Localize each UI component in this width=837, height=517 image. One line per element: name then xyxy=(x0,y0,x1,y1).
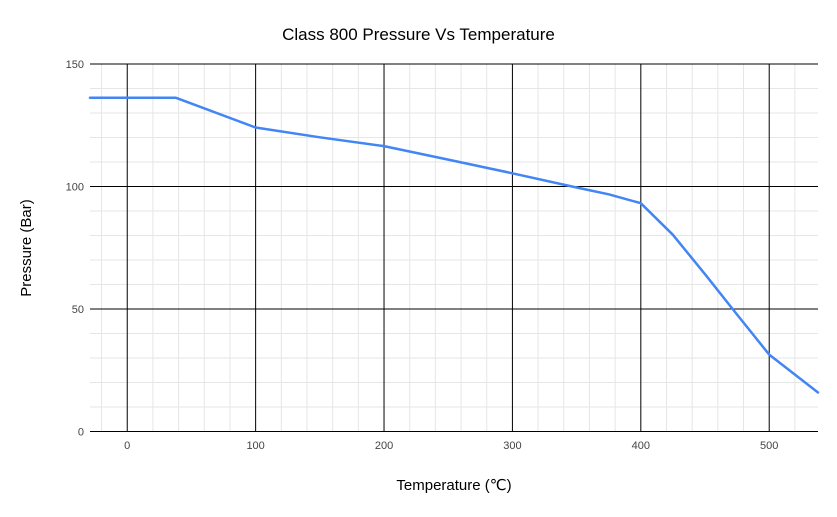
y-tick-label: 100 xyxy=(66,182,84,194)
x-tick-label: 100 xyxy=(246,440,264,452)
x-tick-label: 200 xyxy=(375,440,393,452)
y-tick-label: 0 xyxy=(78,427,84,439)
y-tick-label: 50 xyxy=(72,304,84,316)
x-tick-label: 300 xyxy=(503,440,521,452)
pressure-temperature-series-line xyxy=(88,96,820,394)
x-tick-label: 400 xyxy=(632,440,650,452)
y-axis-title: Pressure (Bar) xyxy=(18,199,35,297)
x-tick-label: 0 xyxy=(124,440,130,452)
x-tick-label: 500 xyxy=(760,440,778,452)
y-tick-label: 150 xyxy=(66,59,84,71)
x-axis-title: Temperature (℃) xyxy=(396,477,512,494)
chart-title: Class 800 Pressure Vs Temperature xyxy=(282,25,555,44)
